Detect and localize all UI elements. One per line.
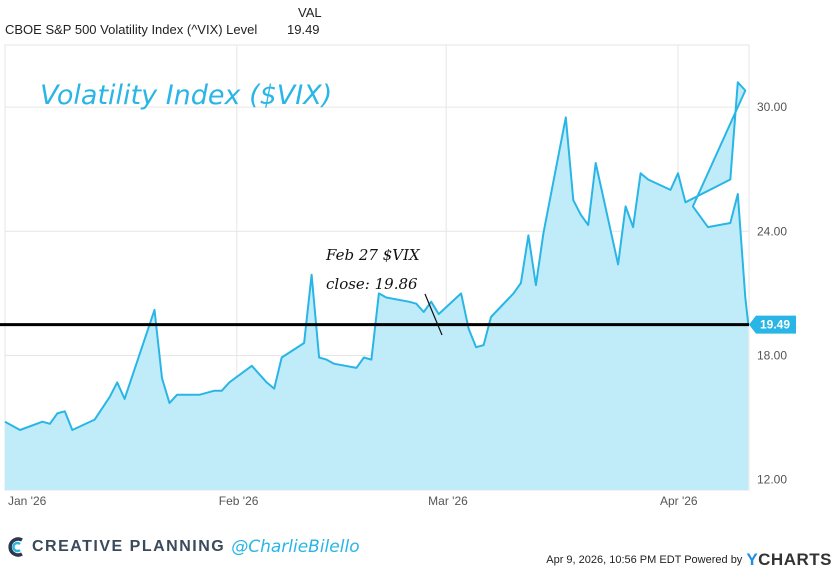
data-point[interactable] (70, 428, 74, 432)
data-point[interactable] (736, 192, 740, 196)
ycharts-logo-initial: Y (746, 550, 759, 569)
data-point[interactable] (646, 178, 650, 182)
data-point[interactable] (302, 341, 306, 345)
timestamp-text: Apr 9, 2026, 10:56 PM EDT Powered by (546, 554, 743, 566)
data-point[interactable] (317, 356, 321, 360)
data-point[interactable] (422, 310, 426, 314)
annotation-line-2: close: 19.86 (326, 275, 418, 293)
data-point[interactable] (519, 281, 523, 285)
data-point[interactable] (227, 380, 231, 384)
data-point[interactable] (153, 308, 157, 312)
y-tick-label: 12.00 (757, 473, 787, 487)
x-tick-label: Jan '26 (8, 494, 47, 508)
data-point[interactable] (407, 300, 411, 304)
data-point[interactable] (429, 300, 433, 304)
twitter-handle[interactable]: @CharlieBilello (231, 537, 360, 557)
data-point[interactable] (534, 283, 538, 287)
data-point[interactable] (541, 231, 545, 235)
ycharts-logo-text: CHARTS (758, 550, 832, 569)
data-point[interactable] (168, 401, 172, 405)
data-point[interactable] (220, 389, 224, 393)
data-point[interactable] (212, 389, 216, 393)
last-value-label: 19.49 (760, 318, 790, 332)
brand-name: CREATIVE PLANNING (32, 538, 226, 555)
data-point[interactable] (108, 395, 112, 399)
data-point[interactable] (325, 358, 329, 362)
data-point[interactable] (354, 366, 358, 370)
footer-attribution: Apr 9, 2026, 10:56 PM EDT Powered by YCH… (546, 550, 832, 570)
data-point[interactable] (594, 161, 598, 165)
data-point[interactable] (728, 178, 732, 182)
data-point[interactable] (474, 345, 478, 349)
x-tick-label: Feb '26 (219, 494, 259, 508)
data-point[interactable] (332, 362, 336, 366)
y-tick-label: 30.00 (757, 100, 787, 114)
data-point[interactable] (631, 225, 635, 229)
data-point[interactable] (369, 358, 373, 362)
data-point[interactable] (683, 200, 687, 204)
data-point[interactable] (123, 397, 127, 401)
data-point[interactable] (459, 291, 463, 295)
data-point[interactable] (93, 418, 97, 422)
data-point[interactable] (362, 356, 366, 360)
data-point[interactable] (257, 372, 261, 376)
data-point[interactable] (639, 171, 643, 175)
data-point[interactable] (384, 296, 388, 300)
creative-planning-logo-icon (8, 537, 23, 557)
annotation-line-1: Feb 27 $VIX (325, 246, 421, 264)
data-point[interactable] (564, 115, 568, 119)
data-point[interactable] (265, 380, 269, 384)
data-point[interactable] (691, 204, 695, 208)
data-point[interactable] (706, 225, 710, 229)
data-point[interactable] (250, 364, 254, 368)
data-point[interactable] (571, 198, 575, 202)
data-point[interactable] (579, 213, 583, 217)
data-point[interactable] (175, 393, 179, 397)
data-point[interactable] (160, 376, 164, 380)
data-point[interactable] (437, 312, 441, 316)
series-area-fill (5, 82, 749, 491)
annotation-arrow (424, 293, 443, 336)
data-point[interactable] (743, 89, 747, 93)
data-point[interactable] (586, 223, 590, 227)
data-point[interactable] (40, 420, 44, 424)
data-point[interactable] (624, 204, 628, 208)
series-line (4, 81, 750, 431)
data-point[interactable] (512, 291, 516, 295)
legend-column-header: VAL (298, 5, 322, 20)
y-tick-label: 18.00 (757, 348, 787, 362)
data-point[interactable] (115, 380, 119, 384)
data-point[interactable] (272, 387, 276, 391)
data-point[interactable] (3, 420, 7, 424)
data-point[interactable] (63, 409, 67, 413)
data-point[interactable] (676, 171, 680, 175)
data-point[interactable] (48, 422, 52, 426)
x-tick-label: Mar '26 (428, 494, 468, 508)
data-point[interactable] (489, 315, 493, 319)
data-point[interactable] (55, 411, 59, 415)
ycharts-logo[interactable]: YCHARTS (746, 550, 832, 570)
data-point[interactable] (482, 343, 486, 347)
data-point[interactable] (197, 393, 201, 397)
data-point[interactable] (526, 233, 530, 237)
data-point[interactable] (669, 188, 673, 192)
data-point[interactable] (736, 80, 740, 84)
data-point[interactable] (743, 296, 747, 300)
data-point[interactable] (728, 221, 732, 225)
legend-series-name[interactable]: CBOE S&P 500 Volatility Index (^VIX) Lev… (5, 22, 258, 37)
last-value-tag: 19.49 (749, 315, 796, 334)
data-point[interactable] (310, 273, 314, 277)
x-tick-label: Apr '26 (660, 494, 698, 508)
y-tick-label: 24.00 (757, 224, 787, 238)
data-point[interactable] (616, 262, 620, 266)
data-point[interactable] (18, 428, 22, 432)
data-point[interactable] (414, 302, 418, 306)
data-point[interactable] (280, 356, 284, 360)
data-point[interactable] (467, 327, 471, 331)
footer-brand: CREATIVE PLANNING @CharlieBilello (8, 537, 360, 557)
chart-title: Volatility Index ($VIX) (40, 80, 332, 111)
legend-series-value: 19.49 (287, 22, 320, 37)
